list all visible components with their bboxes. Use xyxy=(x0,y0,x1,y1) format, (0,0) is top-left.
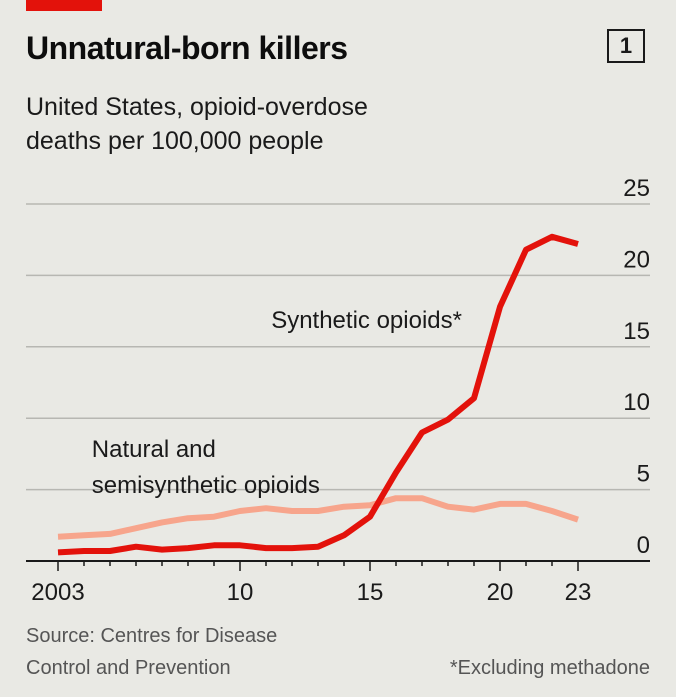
source-line-1: Source: Centres for Disease xyxy=(26,625,278,647)
x-tick-label-2015: 15 xyxy=(357,579,384,606)
x-tick-label-2003: 2003 xyxy=(31,579,84,606)
y-tick-label-5: 5 xyxy=(637,461,650,488)
series-line-synthetic-opioids xyxy=(57,233,579,556)
source-line-2: Control and Prevention xyxy=(26,657,231,679)
gridlines xyxy=(26,203,650,491)
series-label-synthetic-opioids: Synthetic opioids* xyxy=(271,307,462,334)
subtitle-line-2: deaths per 100,000 people xyxy=(26,127,324,155)
series-label-natural-and-semisynthetic-opioids: Natural and xyxy=(92,436,216,463)
series-label-natural-and-semisynthetic-opioids-line-2: semisynthetic opioids xyxy=(92,472,320,499)
y-tick-label-15: 15 xyxy=(623,318,650,345)
series-labels: Synthetic opioids* Natural and semisynthet… xyxy=(92,307,462,499)
chart-subtitle: United States, opioid-overdose deaths pe… xyxy=(26,90,486,158)
y-tick-label-10: 10 xyxy=(623,389,650,416)
y-tick-label-25: 25 xyxy=(623,175,650,202)
x-tick-label-2020: 20 xyxy=(487,579,514,606)
brand-tag xyxy=(26,0,102,11)
series-line-natural-and-semisynthetic-opioids xyxy=(57,495,579,540)
series-lines xyxy=(57,233,579,556)
x-tick-labels: 2003 10 15 20 23 xyxy=(31,579,591,606)
y-tick-label-20: 20 xyxy=(623,246,650,273)
footnote: *Excluding methadone xyxy=(449,657,650,679)
subtitle-line-1: United States, opioid-overdose xyxy=(26,93,368,121)
y-tick-label-0: 0 xyxy=(637,532,650,559)
x-axis xyxy=(26,560,650,571)
chart-title: Unnatural-born killers xyxy=(26,30,348,66)
source-note: Source: Centres for Disease Control and … xyxy=(26,620,277,684)
chart-number-badge: 1 xyxy=(607,29,645,63)
x-tick-label-2010: 10 xyxy=(227,579,254,606)
x-tick-label-2023: 23 xyxy=(565,579,592,606)
y-tick-labels: 0 5 10 15 20 25 xyxy=(623,175,650,559)
